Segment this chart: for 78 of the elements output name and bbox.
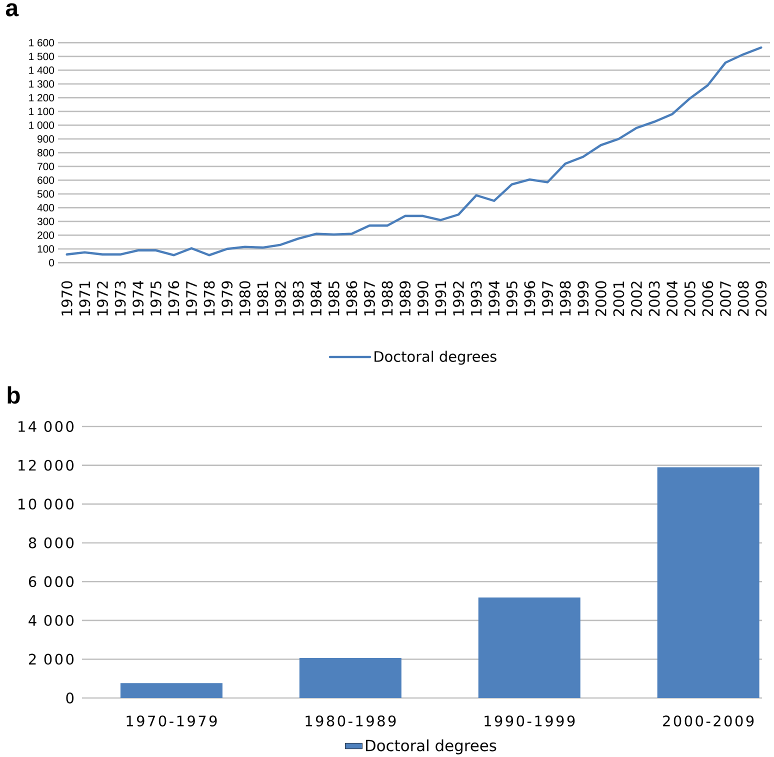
y-tick-label: 900: [38, 135, 54, 143]
y-tick-label: 1 100: [29, 108, 54, 116]
x-tick-label: 1988: [382, 281, 393, 316]
line-series: [66, 46, 762, 256]
y-tick-label: 500: [37, 190, 54, 198]
x-tick-label: 1996: [524, 281, 536, 316]
x-tick-label: 1999: [578, 281, 589, 316]
y-tick-label: 700: [38, 162, 54, 170]
y-tick-label: 4 000: [28, 614, 74, 626]
y-tick-label: 14 000: [18, 421, 74, 432]
x-tick-label: 1993: [470, 281, 482, 316]
x-tick-label: 1980: [239, 281, 250, 316]
y-tick-label: 12 000: [18, 460, 74, 471]
y-tick-label: 2 000: [28, 654, 74, 665]
y-tick-label: 0: [66, 692, 74, 704]
x-tick-label: 2007: [720, 281, 731, 316]
x-tick-label: 1997: [542, 281, 553, 316]
x-tick-label: 2005: [684, 281, 696, 316]
x-tick-label: 1982: [275, 282, 286, 316]
x-tick-label: 1998: [560, 281, 571, 316]
y-tick-label: 10 000: [18, 498, 74, 510]
x-tick-label: 2006: [702, 281, 714, 316]
x-tick-label: 2009: [756, 281, 767, 316]
x-tick-label: 1992: [453, 282, 464, 316]
x-tick-label: 2008: [738, 281, 749, 316]
x-tick-label: 1994: [488, 281, 500, 316]
x-tick-label: 1986: [346, 281, 358, 316]
x-tick-label: 1989: [400, 281, 411, 316]
x-tick-label: 2004: [666, 281, 678, 316]
x-tick-label: 1980-1989: [306, 716, 396, 726]
legend-label: Doctoral degrees: [366, 739, 496, 754]
y-tick-label: 400: [37, 204, 54, 212]
x-tick-label: 1985: [328, 281, 340, 316]
x-tick-label: 1975: [150, 281, 162, 316]
y-tick-label: 300: [37, 218, 54, 226]
x-tick-label: 1995: [506, 281, 518, 316]
x-tick-label: 1990: [417, 281, 428, 316]
x-tick-label: 2001: [613, 282, 624, 316]
y-tick-label: 6 000: [28, 576, 74, 588]
x-tick-label: 1976: [168, 281, 180, 316]
bar: [478, 598, 580, 698]
x-tick-label: 1970-1979: [126, 716, 217, 726]
y-tick-label: 600: [38, 176, 54, 184]
y-tick-label: 8 000: [28, 537, 74, 548]
y-tick-label: 0: [49, 259, 54, 266]
x-tick-label: 1972: [97, 282, 108, 316]
x-tick-label: 1990-1999: [484, 716, 575, 726]
y-tick-label: 200: [38, 232, 54, 239]
x-tick-label: 1977: [186, 281, 197, 316]
chart-title: a: [6, 3, 19, 16]
bar: [120, 683, 222, 698]
x-tick-label: 1984: [310, 281, 322, 316]
x-tick-label: 2000: [595, 281, 606, 316]
y-tick-label: 1 200: [29, 94, 54, 102]
x-tick-label: 1973: [114, 281, 126, 316]
x-tick-label: 2002: [631, 282, 642, 316]
x-tick-label: 1983: [292, 281, 304, 316]
x-tick-label: 1987: [364, 281, 375, 316]
y-tick-label: 800: [37, 149, 54, 156]
x-tick-label: 1991: [435, 282, 446, 316]
x-tick-label: 1974: [132, 281, 144, 316]
y-tick-label: 1 300: [29, 80, 54, 88]
bar: [657, 467, 760, 698]
y-tick-label: 1 000: [29, 122, 54, 129]
x-tick-label: 1978: [204, 281, 215, 316]
x-tick-label: 1979: [222, 281, 233, 316]
x-tick-label: 2000-2009: [663, 716, 754, 726]
x-tick-label: 1971: [79, 282, 90, 316]
y-tick-label: 100: [38, 245, 54, 253]
bar: [299, 658, 402, 698]
y-tick-label: 1 400: [29, 66, 54, 74]
y-tick-label: 1 600: [29, 39, 54, 46]
x-tick-label: 1970: [61, 281, 72, 316]
y-tick-label: 1 500: [29, 52, 54, 60]
x-tick-label: 1981: [257, 282, 268, 316]
chart-title: b: [8, 386, 20, 404]
legend-label: Doctoral degrees: [374, 350, 496, 365]
x-tick-label: 2003: [648, 281, 660, 316]
